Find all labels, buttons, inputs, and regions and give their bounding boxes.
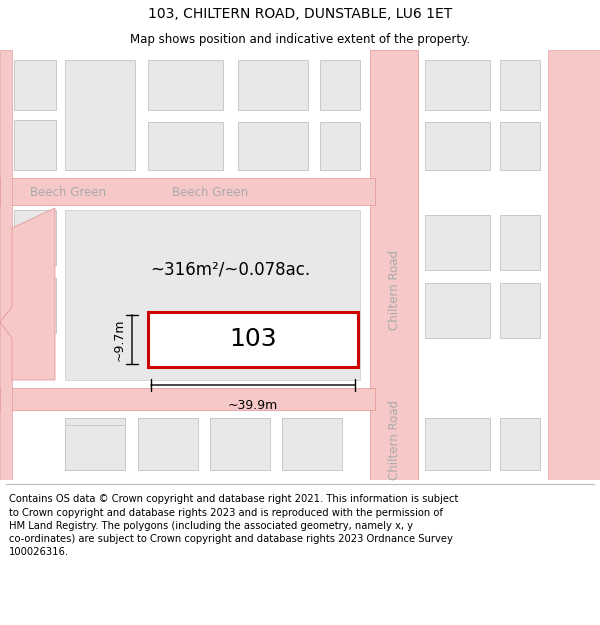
Bar (14, 60, 56, 110)
Text: ~39.9m: ~39.9m (228, 399, 278, 412)
Text: Chiltern Road: Chiltern Road (388, 250, 401, 330)
Bar (500, 283, 540, 338)
Bar (500, 122, 540, 170)
Bar (500, 60, 540, 110)
Text: Chiltern Road: Chiltern Road (388, 400, 401, 480)
Bar (548, 50, 600, 480)
Text: Beech Green: Beech Green (30, 186, 106, 199)
Bar (425, 418, 490, 470)
Bar (14, 120, 56, 170)
Bar (65, 418, 125, 470)
Bar (148, 60, 223, 110)
Bar (0, 50, 12, 480)
Text: Beech Green: Beech Green (172, 186, 248, 199)
Text: 103, CHILTERN ROAD, DUNSTABLE, LU6 1ET: 103, CHILTERN ROAD, DUNSTABLE, LU6 1ET (148, 7, 452, 21)
Bar (0, 178, 375, 205)
Bar (65, 425, 125, 470)
Bar (14, 278, 56, 333)
Bar (320, 122, 360, 170)
Bar (0, 388, 375, 410)
Polygon shape (0, 208, 55, 380)
Bar (65, 210, 360, 380)
Bar (500, 418, 540, 470)
Text: ~316m²/~0.078ac.: ~316m²/~0.078ac. (150, 261, 310, 279)
Bar (370, 50, 418, 480)
Bar (65, 60, 135, 170)
Bar (210, 418, 270, 470)
Bar (148, 122, 223, 170)
Bar (500, 215, 540, 270)
Text: Contains OS data © Crown copyright and database right 2021. This information is : Contains OS data © Crown copyright and d… (9, 494, 458, 558)
Bar (282, 418, 342, 470)
Bar (425, 122, 490, 170)
Text: 103: 103 (229, 328, 277, 351)
Bar (148, 312, 358, 367)
Bar (425, 215, 490, 270)
Bar (14, 210, 56, 265)
Bar (425, 60, 490, 110)
Text: ~9.7m: ~9.7m (113, 318, 126, 361)
Bar (238, 122, 308, 170)
Bar (320, 60, 360, 110)
Bar (138, 418, 198, 470)
Bar (425, 283, 490, 338)
Text: Map shows position and indicative extent of the property.: Map shows position and indicative extent… (130, 32, 470, 46)
Bar (238, 60, 308, 110)
